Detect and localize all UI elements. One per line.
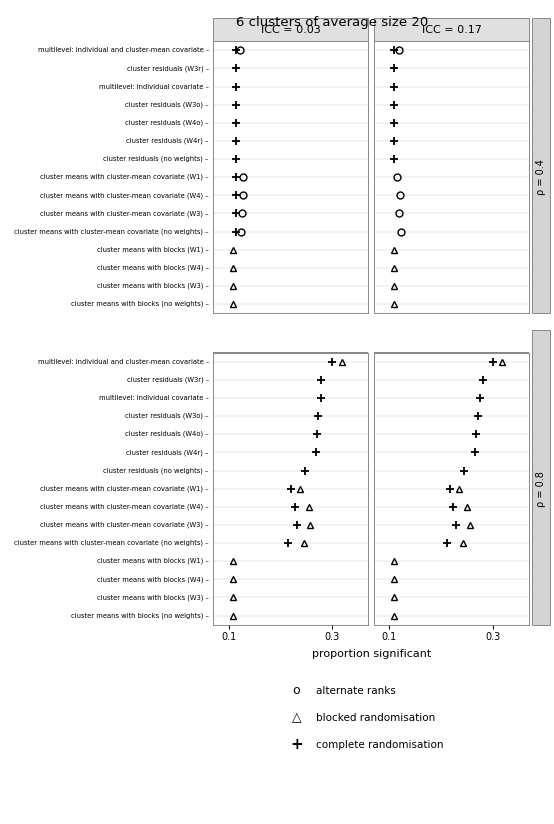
Text: cluster residuals (W3o) –: cluster residuals (W3o) – — [125, 413, 209, 419]
Text: 6 clusters of average size 20: 6 clusters of average size 20 — [236, 16, 429, 30]
Text: cluster means with blocks (W3) –: cluster means with blocks (W3) – — [97, 594, 209, 601]
Text: ICC = 0.17: ICC = 0.17 — [422, 25, 481, 35]
Text: proportion significant: proportion significant — [311, 649, 431, 659]
Text: △: △ — [291, 711, 301, 724]
Text: ρ = 0.8: ρ = 0.8 — [536, 471, 546, 507]
Text: cluster residuals (W3r) –: cluster residuals (W3r) – — [127, 377, 209, 383]
Text: multilevel: individual and cluster-mean covariate –: multilevel: individual and cluster-mean … — [38, 358, 209, 365]
Text: cluster means with cluster-mean covariate (no weights) –: cluster means with cluster-mean covariat… — [14, 540, 209, 546]
Text: cluster residuals (W4o) –: cluster residuals (W4o) – — [125, 119, 209, 126]
Text: ICC = 0.03: ICC = 0.03 — [261, 25, 321, 35]
Text: cluster residuals (W4r) –: cluster residuals (W4r) – — [126, 449, 209, 456]
Text: cluster means with blocks (W1) –: cluster means with blocks (W1) – — [97, 558, 209, 564]
Text: cluster residuals (no weights) –: cluster residuals (no weights) – — [104, 156, 209, 162]
Text: ρ = 0.4: ρ = 0.4 — [536, 159, 546, 195]
Text: +: + — [290, 737, 303, 752]
Text: blocked randomisation: blocked randomisation — [316, 713, 435, 723]
Text: cluster means with cluster-mean covariate (W1) –: cluster means with cluster-mean covariat… — [40, 485, 209, 492]
Text: cluster means with blocks (no weights) –: cluster means with blocks (no weights) – — [71, 612, 209, 619]
Text: complete randomisation: complete randomisation — [316, 740, 443, 750]
Text: cluster means with cluster-mean covariate (W3) –: cluster means with cluster-mean covariat… — [40, 522, 209, 528]
Text: cluster residuals (W4r) –: cluster residuals (W4r) – — [126, 138, 209, 144]
Text: cluster residuals (W4o) –: cluster residuals (W4o) – — [125, 431, 209, 438]
Text: cluster means with blocks (W4) –: cluster means with blocks (W4) – — [97, 576, 209, 583]
Text: multilevel: individual and cluster-mean covariate –: multilevel: individual and cluster-mean … — [38, 47, 209, 54]
Text: alternate ranks: alternate ranks — [316, 686, 396, 695]
Text: cluster residuals (W3r) –: cluster residuals (W3r) – — [127, 65, 209, 72]
Text: cluster means with blocks (W4) –: cluster means with blocks (W4) – — [97, 265, 209, 271]
Text: cluster means with blocks (W1) –: cluster means with blocks (W1) – — [97, 246, 209, 253]
Text: o: o — [293, 684, 300, 697]
Text: multilevel: individual covariate –: multilevel: individual covariate – — [99, 83, 209, 90]
Text: cluster means with cluster-mean covariate (W4) –: cluster means with cluster-mean covariat… — [40, 192, 209, 199]
Text: cluster means with cluster-mean covariate (W1) –: cluster means with cluster-mean covariat… — [40, 174, 209, 180]
Text: cluster means with blocks (no weights) –: cluster means with blocks (no weights) – — [71, 301, 209, 307]
Text: multilevel: individual covariate –: multilevel: individual covariate – — [99, 395, 209, 401]
Text: cluster means with cluster-mean covariate (no weights) –: cluster means with cluster-mean covariat… — [14, 228, 209, 235]
Text: cluster residuals (no weights) –: cluster residuals (no weights) – — [104, 467, 209, 474]
Text: cluster residuals (W3o) –: cluster residuals (W3o) – — [125, 101, 209, 108]
Text: cluster means with blocks (W3) –: cluster means with blocks (W3) – — [97, 283, 209, 289]
Text: cluster means with cluster-mean covariate (W3) –: cluster means with cluster-mean covariat… — [40, 210, 209, 217]
Text: cluster means with cluster-mean covariate (W4) –: cluster means with cluster-mean covariat… — [40, 503, 209, 510]
